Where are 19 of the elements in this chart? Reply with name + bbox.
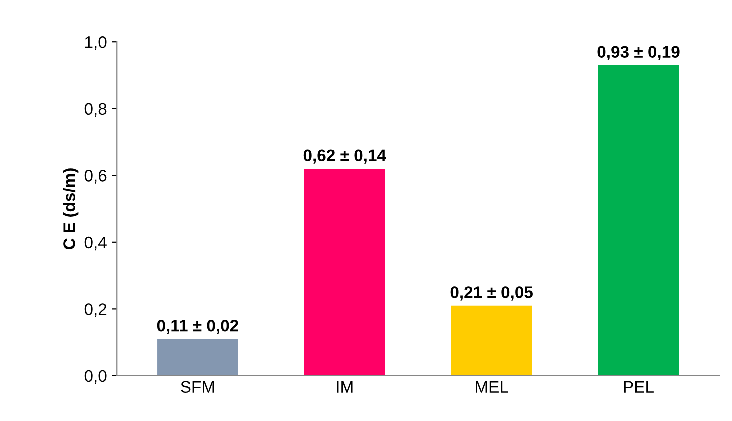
y-tick-label: 0,4	[84, 236, 107, 251]
y-tick-label: 1,0	[86, 36, 107, 50]
bar	[451, 306, 532, 376]
x-tick-label: MEL	[476, 381, 508, 393]
y-tick-label: 0,6	[84, 170, 107, 184]
data-label: 0,21 ± 0,05	[450, 286, 533, 301]
bar	[598, 65, 680, 376]
data-label: 0,93 ± 0,19	[598, 46, 680, 60]
y-tick-label: 0,2	[84, 304, 107, 318]
x-tick-label: PEL	[624, 381, 654, 393]
data-label: 0,62 ± 0,14	[304, 150, 386, 164]
x-tick-label: SFM	[181, 381, 214, 394]
y-axis-title: C E (ds/m)	[63, 168, 79, 250]
y-tick-label: 0,0	[84, 370, 107, 384]
bar	[304, 168, 386, 376]
data-label: 0,11 ± 0,02	[157, 320, 238, 334]
bar	[158, 339, 238, 376]
x-tick-label: IM	[337, 381, 353, 393]
y-tick-label: 0,8	[84, 103, 107, 118]
